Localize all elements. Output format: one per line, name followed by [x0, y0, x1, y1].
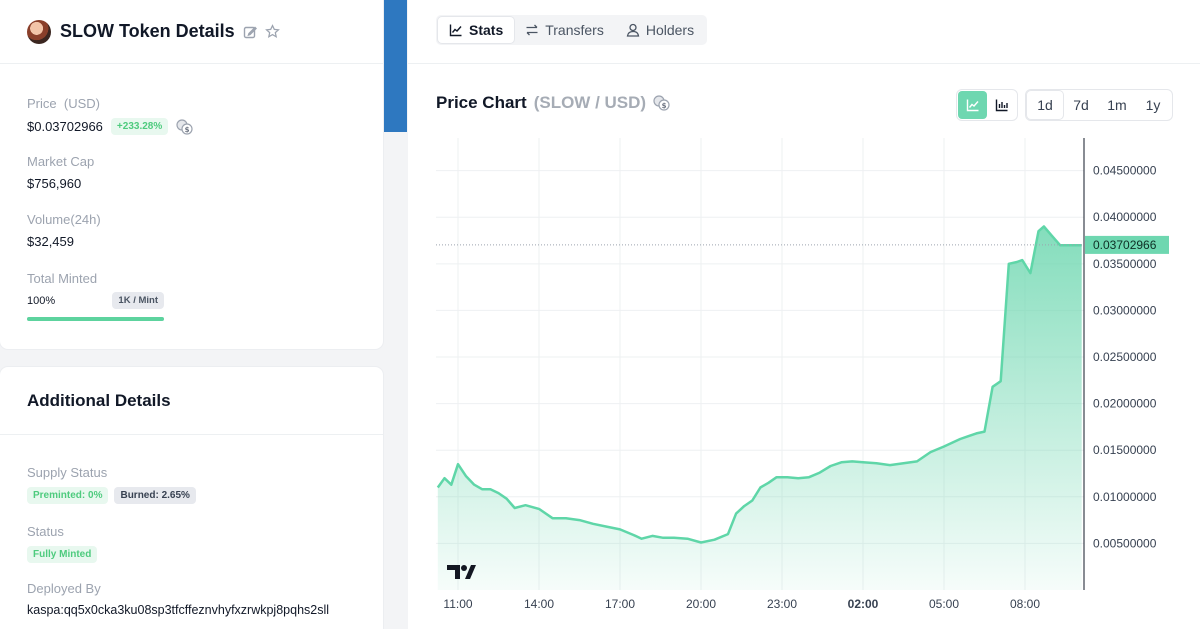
price-value: $0.03702966 [27, 119, 103, 134]
time-range-selector: 1d 7d 1m 1y [1026, 90, 1172, 120]
token-avatar [27, 19, 51, 44]
additional-details-title: Additional Details [27, 390, 171, 410]
preminted-badge: Preminted: 0% [27, 487, 109, 504]
y-tick-label: 0.03000000 [1093, 303, 1157, 317]
price-unit: (USD) [63, 96, 100, 111]
line-chart-icon [966, 99, 979, 112]
chart-pair: (SLOW / USD) [533, 93, 647, 112]
price-field: Price (USD) $0.03702966 +233.28% $ [27, 96, 193, 135]
total-minted-field: Total Minted 100% 1K / Mint [27, 271, 164, 321]
bar-chart-icon [995, 99, 1008, 112]
status-label: Status [27, 524, 64, 539]
svg-text:$: $ [185, 126, 190, 134]
tab-holders[interactable]: Holders [615, 17, 705, 43]
range-1d-button[interactable]: 1d [1027, 91, 1063, 119]
line-chart-icon [449, 24, 462, 37]
y-tick-label: 0.02500000 [1093, 350, 1157, 364]
token-details-card: SLOW Token Details Price (USD) $0.037029… [0, 0, 383, 349]
x-tick-label: 17:00 [605, 597, 635, 611]
y-tick-label: 0.03500000 [1093, 257, 1157, 271]
price-label: Price [27, 96, 57, 111]
y-tick-label: 0.04500000 [1093, 164, 1157, 178]
x-tick-label: 20:00 [686, 597, 716, 611]
price-area [437, 226, 1082, 590]
token-details-header: SLOW Token Details [0, 0, 383, 64]
x-tick-label: 02:00 [848, 597, 879, 611]
star-icon[interactable] [264, 24, 280, 39]
tab-transfers[interactable]: Transfers [514, 17, 615, 43]
coin-stack-icon[interactable]: $ [176, 118, 193, 135]
current-price-tag [1085, 235, 1169, 254]
deployed-by-label: Deployed By [27, 581, 101, 596]
token-title: SLOW Token Details [60, 21, 235, 41]
market-cap-value: $756,960 [27, 176, 82, 191]
total-minted-label: Total Minted [27, 271, 98, 286]
supply-status-label: Supply Status [27, 465, 108, 480]
minted-progress-bar [27, 317, 164, 321]
price-change-badge: +233.28% [110, 118, 169, 135]
chart-title: Price Chart [436, 93, 527, 112]
price-chart[interactable]: 0.00500000 0.01000000 0.01500000 0.02000000… [408, 130, 1200, 629]
deployed-by-field: Deployed By kaspa:qq5x0cka3ku08sp3tfcffe… [27, 581, 329, 617]
volume-value: $32,459 [27, 234, 74, 249]
chart-panel: Stats Transfers Holders Price Chart (SLO… [408, 0, 1200, 629]
minted-progress-fill [27, 317, 164, 321]
line-chart-button[interactable] [958, 91, 987, 119]
x-tick-label: 11:00 [443, 597, 472, 611]
transfer-arrows-icon [526, 24, 538, 36]
volume-field: Volume(24h) $32,459 [27, 212, 101, 249]
tab-bar: Stats Transfers Holders [436, 15, 708, 45]
status-field: Status Fully Minted [27, 524, 98, 563]
market-cap-label: Market Cap [27, 154, 95, 169]
range-1y-button[interactable]: 1y [1145, 97, 1161, 113]
supply-status-field: Supply Status Preminted: 0% Burned: 2.65… [27, 465, 196, 504]
range-1m-button[interactable]: 1m [1107, 97, 1127, 113]
y-tick-label: 0.00500000 [1093, 536, 1157, 550]
user-icon [626, 23, 640, 37]
current-price-label: 0.03702966 [1093, 238, 1157, 252]
minted-percent: 100% [27, 294, 56, 307]
y-tick-label: 0.04000000 [1093, 210, 1157, 224]
tradingview-logo[interactable] [447, 565, 476, 579]
price-line [436, 225, 1082, 544]
bar-chart-button[interactable] [987, 91, 1016, 119]
tab-holders-label: Holders [645, 22, 695, 38]
tab-stats[interactable]: Stats [438, 17, 515, 43]
svg-text:$: $ [662, 102, 667, 110]
additional-details-card: Additional Details Supply Status Premint… [0, 367, 383, 629]
status-badge: Fully Minted [27, 546, 98, 563]
range-7d-button[interactable]: 7d [1073, 97, 1089, 113]
burned-badge: Burned: 2.65% [114, 487, 196, 504]
chart-type-toggle [957, 90, 1017, 120]
y-tick-label: 0.02000000 [1093, 397, 1157, 411]
mint-limit-badge: 1K / Mint [112, 292, 164, 309]
market-cap-field: Market Cap $756,960 [27, 154, 94, 191]
edit-icon[interactable] [243, 25, 257, 39]
x-tick-label: 23:00 [767, 597, 797, 611]
volume-label: Volume(24h) [27, 212, 101, 227]
background-banner-strip [383, 0, 407, 132]
tab-transfers-label: Transfers [545, 22, 604, 38]
x-tick-label: 08:00 [1010, 597, 1040, 611]
y-tick-label: 0.01000000 [1093, 490, 1157, 504]
x-tick-label: 05:00 [929, 597, 959, 611]
coin-stack-icon[interactable]: $ [653, 95, 670, 111]
deployed-by-address[interactable]: kaspa:qq5x0cka3ku08sp3tfcffeznvhyfxzrwkp… [27, 603, 330, 617]
x-tick-label: 14:00 [524, 597, 554, 611]
tab-stats-label: Stats [469, 22, 504, 38]
y-tick-label: 0.01500000 [1093, 443, 1157, 457]
